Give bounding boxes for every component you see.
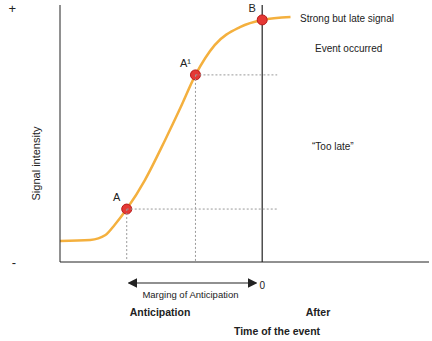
svg-text:After: After <box>306 306 331 318</box>
svg-text:Event occurred: Event occurred <box>315 43 382 54</box>
svg-text:+: + <box>8 1 16 16</box>
svg-text:A¹: A¹ <box>180 57 191 69</box>
svg-text:-: - <box>12 255 16 270</box>
svg-text:Strong but late signal: Strong but late signal <box>300 13 394 24</box>
svg-text:A: A <box>113 191 121 203</box>
svg-text:Time of the event: Time of the event <box>234 325 321 337</box>
svg-text:B: B <box>249 2 256 14</box>
svg-text:Anticipation: Anticipation <box>130 306 191 318</box>
svg-text:0: 0 <box>259 280 265 291</box>
svg-text:Marging of Anticipation: Marging of Anticipation <box>142 289 238 300</box>
svg-text:Signal intensity: Signal intensity <box>30 126 42 200</box>
svg-text:“Too late”: “Too late” <box>312 141 354 152</box>
